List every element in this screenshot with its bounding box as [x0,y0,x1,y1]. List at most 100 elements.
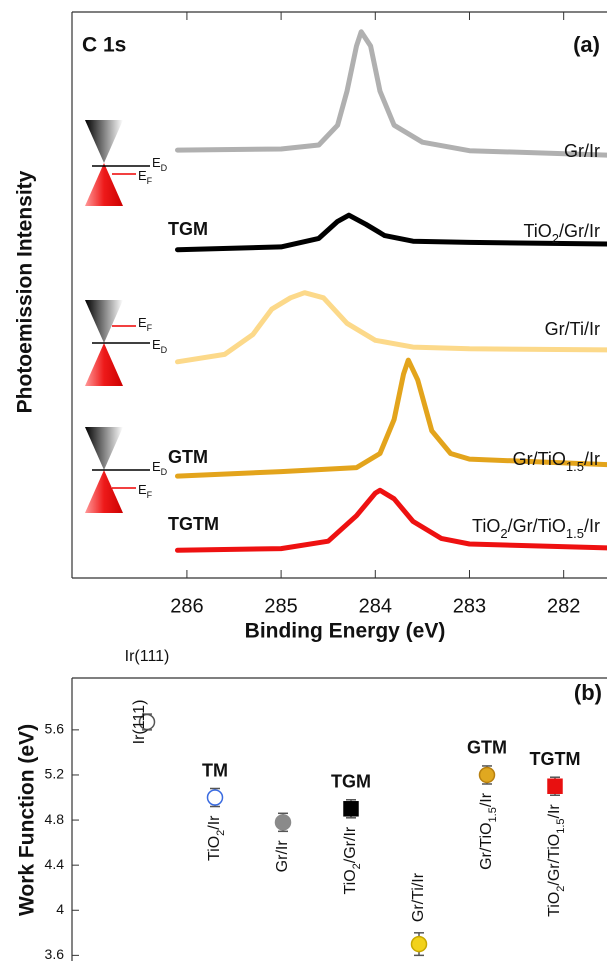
spectrum-line [175,290,607,365]
category-label: TiO2/Gr/TiO1.5/Ir [546,804,567,917]
text-part: 1.5 [566,526,584,541]
spectrum-line [175,357,607,479]
y-axis-title: Photoemission Intensity [14,170,37,413]
text-part: TiO [472,516,500,536]
text-part: /Gr/TiO [546,834,563,886]
text-part: Gr/Ti/Ir [410,872,427,922]
energy-label: EF [138,482,153,500]
text-part: TiO [206,836,223,861]
x-tick-label: 283 [453,595,486,617]
text-part: D [161,467,168,477]
text-part: 1.5 [566,459,584,474]
marker [343,801,359,817]
text-part: 2 [500,526,507,541]
y-tick-label: 5.2 [45,766,65,782]
text-part: Gr/Ir [564,141,600,161]
text-part: 1.5 [487,807,499,822]
text-part: 2 [215,830,227,836]
sample-tag: TM [202,760,228,780]
text-part: F [147,490,153,500]
sample-label: Gr/TiO1.5/Ir [513,449,600,474]
x-tick-label: 282 [547,595,580,617]
energy-label: ED [152,155,168,173]
text-part: E [138,482,147,497]
energy-label: EF [138,315,153,333]
text-part: D [161,345,168,355]
text-part: /Ir [546,804,563,819]
cone-bottom [85,163,123,206]
text-part: /Ir [478,792,495,807]
x-tick-label: 285 [264,595,297,617]
y-axis-title: Work Function (eV) [16,724,39,916]
text-part: /Ir [206,815,223,830]
category-label: Gr/Ir [274,840,291,873]
text-part: Gr/TiO [478,822,495,869]
text-part: /Ir [584,516,600,536]
text-part: E [152,459,161,474]
cone-top [85,300,123,343]
cone-top [85,120,123,163]
sample-label: Gr/Ir [564,141,600,161]
sample-tag: TGTM [168,514,219,534]
panel-label: (a) [573,32,600,57]
panel-label: (b) [574,680,602,705]
sample-tag: GTM [168,447,208,467]
cone-bottom [85,470,123,513]
sample-label: TiO2/Gr/TiO1.5/Ir [472,516,600,541]
text-part: Ir(111) [131,700,148,745]
text-part: Gr/Ti/Ir [545,319,600,339]
energy-label: ED [152,337,168,355]
text-part: E [138,315,147,330]
x-tick-label: 284 [359,595,392,617]
text-part: 2 [552,231,559,246]
text-part: /Gr/Ir [559,221,600,241]
text-part: Gr/TiO [513,449,566,469]
text-part: /Ir [584,449,600,469]
category-label: Gr/TiO1.5/Ir [478,792,499,870]
marker [547,778,563,794]
text-part: E [138,168,147,183]
marker [478,766,496,784]
marker [274,814,292,831]
sample-label: TiO2/Gr/Ir [523,221,600,246]
y-tick-label: 4 [56,901,64,917]
text-part: TiO [546,892,563,917]
spectrum-line [175,212,607,253]
text-part: D [161,163,168,173]
energy-label: EF [138,168,153,186]
category-label: TiO2/Gr/Ir [342,826,363,894]
sample-tag: TGM [168,219,208,239]
sample-tag: Ir(111) [125,648,170,665]
text-part: /Gr/Ir [342,826,359,863]
sample-tag: GTM [467,738,507,758]
text-part: E [152,155,161,170]
text-part: E [152,337,161,352]
x-tick-label: 286 [170,595,203,617]
category-label: Ir(111) [131,700,148,745]
x-axis-title: Binding Energy (eV) [245,620,446,643]
sample-label: Gr/Ti/Ir [545,319,600,339]
text-part: /Gr/TiO [508,516,566,536]
text-part: TiO [342,869,359,894]
category-label: TiO2/Ir [206,815,227,861]
spectrum-line [175,487,607,553]
energy-label: ED [152,459,168,477]
y-tick-label: 3.6 [45,946,65,961]
panel-title: C 1s [82,34,126,57]
sample-tag: TGM [331,772,371,792]
cone-top [85,427,123,470]
text-part: 2 [555,886,567,892]
text-part: TiO [523,221,551,241]
text-part: 2 [351,863,363,869]
text-part: 1.5 [555,818,567,833]
text-part: F [147,323,153,333]
text-part: Gr/Ir [274,840,291,873]
cone-bottom [85,343,123,386]
text-part: F [147,176,153,186]
y-tick-label: 5.6 [45,721,65,737]
marker [206,789,224,806]
marker [410,935,428,953]
y-tick-label: 4.4 [45,856,65,872]
